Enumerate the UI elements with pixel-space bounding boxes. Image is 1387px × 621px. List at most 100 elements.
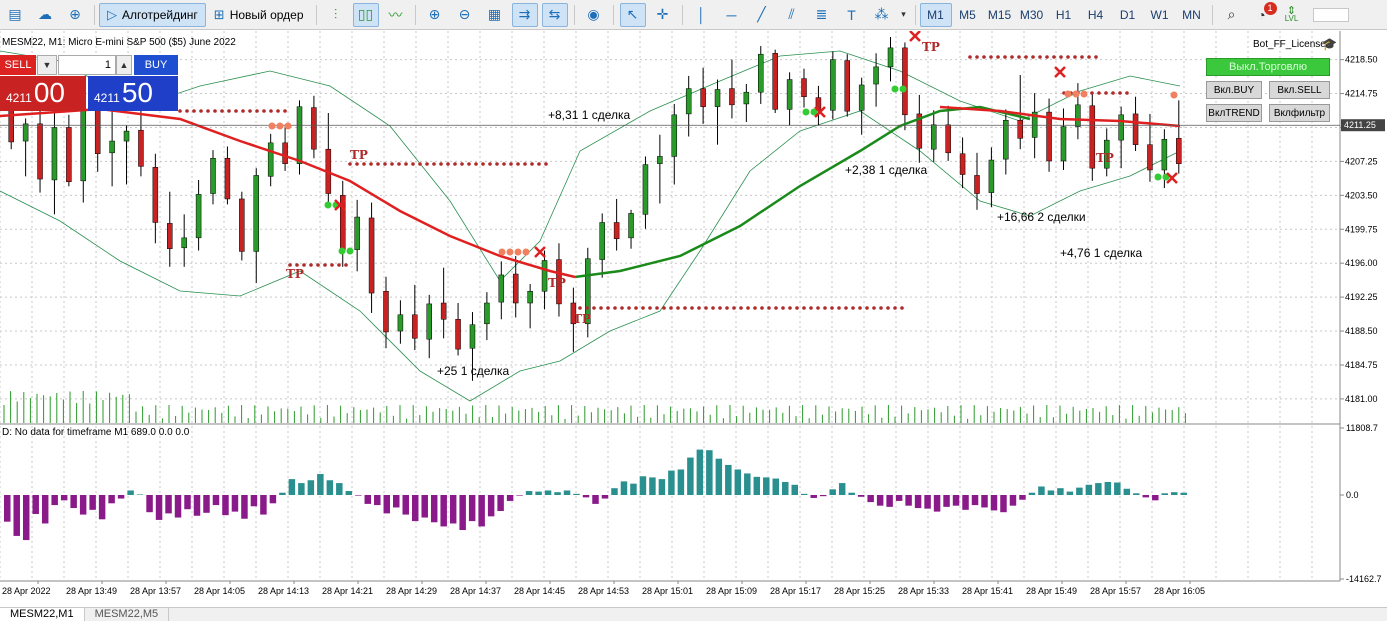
order-level-dot	[676, 306, 680, 310]
cloud-icon[interactable]: ☁	[38, 6, 52, 22]
histogram-bar	[108, 495, 115, 504]
order-level-dot	[697, 306, 701, 310]
time-tick-label: 28 Apr 15:57	[1090, 586, 1141, 596]
timeframe-h4[interactable]: H4	[1087, 7, 1104, 22]
new-order-button[interactable]: ⊞ Новый ордер	[206, 3, 312, 27]
lot-input[interactable]: 1	[58, 55, 116, 75]
order-level-dot	[206, 109, 210, 113]
grid-icon[interactable]: ▦	[487, 6, 502, 22]
buy-price-button[interactable]: 4211 50	[88, 76, 178, 111]
histogram-bar	[13, 495, 20, 536]
timeframe-h1[interactable]: H1	[1055, 7, 1072, 22]
order-level-dot	[474, 162, 478, 166]
notifications-icon[interactable]: ◔ 1	[1249, 1, 1277, 27]
line-chart-icon[interactable]: 〰	[388, 6, 403, 23]
tab-mesm22-m1[interactable]: MESM22,M1	[0, 608, 85, 621]
histogram-bar	[601, 495, 609, 499]
timeframe-m30[interactable]: M30	[1019, 7, 1044, 22]
fibonacci-icon[interactable]: ≣	[815, 6, 828, 22]
crosshair-icon[interactable]: ✛	[656, 6, 669, 22]
timeframe-m15[interactable]: M15	[987, 7, 1012, 22]
signal-level-icon[interactable]: ⇕ LVL	[1279, 3, 1305, 27]
chart-window[interactable]: 4218.504214.754211.004207.254203.504199.…	[0, 31, 1387, 607]
price-chart[interactable]: 4218.504214.754211.004207.254203.504199.…	[0, 31, 1387, 607]
price-tick-label: 4199.75	[1345, 224, 1378, 234]
enable-sell-button[interactable]: Вкл.SELL	[1269, 81, 1330, 99]
histogram-bar	[364, 495, 372, 504]
vertical-line-icon[interactable]: │	[697, 6, 706, 23]
zoom-in-icon[interactable]: ⊕	[428, 6, 441, 22]
dropdown-arrow-icon[interactable]: ▾	[901, 9, 906, 19]
notification-badge: 1	[1263, 1, 1277, 15]
market-icon[interactable]: ⊕	[69, 6, 81, 22]
search-icon[interactable]: ⌕	[1227, 6, 1236, 22]
order-level-dot	[309, 263, 313, 267]
histogram-bar	[212, 495, 220, 506]
trading-toggle-button[interactable]: Выкл.Торговлю	[1206, 58, 1330, 76]
candlestick-icon[interactable]: ▯▯	[352, 2, 379, 27]
timeframe-group: M1 M5 M15 M30 H1 H4 D1 W1 MN	[919, 2, 1208, 27]
text-tool-icon[interactable]: T	[847, 6, 856, 23]
sell-price-button[interactable]: 4211 00	[0, 76, 86, 111]
chart-shift-icon[interactable]: ⇆	[541, 2, 568, 27]
histogram-bar	[525, 491, 533, 495]
close-x-icon	[909, 31, 921, 42]
order-level-dot	[975, 55, 979, 59]
order-level-dot	[669, 306, 673, 310]
tab-mesm22-m5[interactable]: MESM22,M5	[85, 608, 170, 621]
moving-averages	[0, 105, 1181, 279]
order-level-dot	[369, 162, 373, 166]
histogram-bar	[962, 495, 969, 510]
cursor-icon[interactable]: ↖	[619, 2, 646, 27]
enable-filter-button[interactable]: Вклфильтр	[1269, 104, 1330, 122]
bar-chart-icon[interactable]: ⫶	[333, 6, 338, 22]
indicator-tick-label: 11808.7	[1346, 423, 1378, 433]
screenshot-icon[interactable]: ◉	[587, 6, 600, 22]
zoom-out-icon[interactable]: ⊖	[458, 6, 471, 22]
histogram-bar	[4, 495, 11, 522]
order-level-dot	[213, 109, 217, 113]
timeframe-m5[interactable]: M5	[959, 7, 976, 22]
timeframe-mn[interactable]: MN	[1182, 7, 1201, 22]
timeframe-m1[interactable]: M1	[919, 2, 952, 27]
sell-button[interactable]: SELL	[0, 55, 36, 75]
candle-body	[902, 47, 908, 116]
order-level-dot	[418, 162, 422, 166]
horizontal-line-icon[interactable]: ─	[726, 6, 737, 23]
trendline-icon[interactable]: ╱	[757, 6, 766, 22]
expert-hat-icon[interactable]: 🎓	[1322, 37, 1337, 51]
histogram-bar	[1057, 488, 1064, 495]
timeframe-w1[interactable]: W1	[1150, 7, 1169, 22]
new-chart-icon[interactable]: ▤	[8, 6, 22, 22]
trade-annotation: +8,31 1 сделка	[548, 108, 630, 122]
histogram-bar	[250, 495, 258, 507]
candle-body	[930, 124, 937, 150]
histogram-bar	[70, 495, 77, 509]
time-tick-label: 28 Apr 14:21	[322, 586, 373, 596]
histogram-bar	[772, 478, 780, 495]
enable-trend-button[interactable]: ВклTREND	[1206, 104, 1262, 122]
candle-body	[354, 216, 360, 250]
order-level-dot	[592, 306, 596, 310]
histogram-bar	[32, 495, 39, 514]
algo-trading-button[interactable]: ▷ Алготрейдинг	[99, 2, 206, 27]
buy-button[interactable]: BUY	[134, 55, 178, 75]
channel-icon[interactable]: ⫽	[788, 6, 795, 22]
candle-body	[1017, 119, 1023, 139]
histogram-bar	[819, 495, 827, 497]
trade-annotation: +16,66 2 сделки	[997, 210, 1086, 224]
histogram-bar	[535, 491, 542, 495]
shapes-icon[interactable]: ⁂	[874, 6, 889, 22]
enable-buy-button[interactable]: Вкл.BUY	[1206, 81, 1262, 99]
lot-decrease-icon[interactable]: ▼	[37, 55, 57, 75]
candle-body	[858, 84, 865, 111]
histogram-bar	[810, 495, 817, 498]
order-level-dot	[355, 162, 359, 166]
auto-scroll-icon[interactable]: ⇉	[511, 2, 538, 27]
histogram-bar	[744, 473, 751, 495]
histogram-bar	[924, 495, 931, 509]
symbol-search-input[interactable]	[1312, 7, 1349, 22]
lot-increase-icon[interactable]: ▲	[116, 55, 132, 75]
timeframe-d1[interactable]: D1	[1119, 7, 1136, 22]
histogram-bar	[677, 469, 685, 495]
